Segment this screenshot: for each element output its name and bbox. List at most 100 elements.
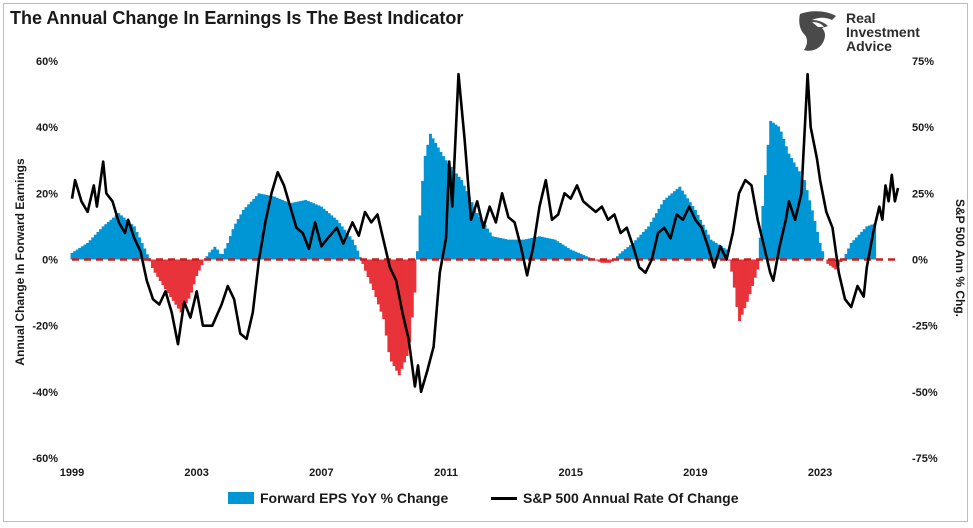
eps-bar: [460, 180, 464, 260]
eps-bar: [330, 215, 334, 260]
eps-bar: [844, 253, 848, 260]
eps-bar: [865, 226, 869, 260]
eps-bar: [169, 259, 173, 297]
eps-bar: [852, 240, 856, 260]
eps-bar: [361, 259, 365, 264]
eps-bar: [756, 259, 760, 270]
x-tick-label: 1999: [60, 467, 84, 479]
eps-bar: [353, 245, 357, 260]
eps-bar: [392, 259, 396, 367]
eps-bar: [867, 225, 871, 260]
eps-bar: [345, 233, 349, 260]
eps-bar: [117, 213, 121, 260]
eps-bar: [109, 219, 113, 260]
eps-bar: [402, 259, 406, 363]
eps-bar: [748, 259, 752, 295]
eps-bar: [540, 236, 544, 260]
eps-bar: [761, 206, 765, 260]
eps-bar: [366, 259, 370, 278]
eps-bar: [808, 200, 812, 260]
eps-bar: [522, 239, 526, 260]
x-tick-label: 2011: [434, 467, 458, 479]
eps-bar: [665, 197, 669, 260]
eps-bar: [213, 246, 217, 260]
logo: Real Investment Advice: [796, 8, 946, 56]
eps-bar: [236, 219, 240, 260]
eps-bar: [179, 259, 183, 313]
eps-bar: [88, 240, 92, 260]
eps-bar: [566, 247, 570, 260]
eps-bar: [821, 251, 825, 260]
eps-bar: [288, 203, 292, 260]
eps-bar: [275, 197, 279, 260]
eps-bar: [712, 241, 716, 260]
eps-bar: [605, 259, 609, 263]
chart-title: The Annual Change In Earnings Is The Bes…: [10, 8, 464, 28]
eps-bar: [161, 259, 165, 286]
eps-bar: [745, 259, 749, 302]
eps-bar: [504, 239, 508, 260]
eps-bar: [171, 259, 175, 301]
y2-axis-label: S&P 500 Ann % Chg.: [953, 199, 967, 317]
eps-bar: [634, 240, 638, 260]
eps-bar: [506, 239, 510, 260]
eps-bar: [636, 237, 640, 260]
eps-bar: [127, 222, 131, 260]
eps-bar: [800, 175, 804, 260]
eps-bar: [140, 242, 144, 260]
eps-bar: [538, 236, 542, 260]
eps-bar: [815, 231, 819, 260]
eps-bar: [854, 237, 858, 260]
eps-bar: [771, 122, 775, 260]
eps-bar: [210, 249, 214, 260]
eps-bar: [356, 250, 360, 260]
eps-bar: [273, 196, 277, 260]
eps-bar: [595, 259, 599, 261]
eps-bar: [239, 214, 243, 260]
eps-bar: [374, 259, 378, 297]
eps-bar: [454, 173, 458, 260]
eps-bar: [257, 193, 261, 260]
eps-bar: [517, 239, 521, 260]
eps-bar: [561, 244, 565, 260]
eps-bar: [873, 223, 877, 260]
logo-line-1: Real: [846, 10, 876, 26]
eps-bar: [470, 202, 474, 260]
eps-bar: [577, 252, 581, 260]
eps-bar: [644, 229, 648, 260]
eps-bar: [639, 234, 643, 260]
eps-bar: [267, 195, 271, 260]
eps-bar: [280, 199, 284, 260]
eps-bar: [543, 237, 547, 260]
eps-bar: [735, 259, 739, 307]
eps-bar: [753, 259, 757, 278]
eps-bar: [75, 249, 79, 260]
eps-bar: [319, 206, 323, 260]
eps-bar: [548, 238, 552, 260]
eps-bar: [215, 249, 219, 260]
eps-bar: [805, 190, 809, 260]
eps-bar: [802, 180, 806, 260]
axis-layer: 60% 40% 20% 0% -20% -40% -60% 75% 50% 25% 0% -25% -5…: [32, 56, 938, 479]
eps-bar: [810, 210, 814, 260]
eps-bar: [551, 239, 555, 260]
eps-bar: [114, 215, 118, 260]
eps-bar: [769, 120, 773, 260]
eps-bar: [174, 259, 178, 305]
eps-bar: [597, 259, 601, 262]
eps-bar: [431, 138, 435, 260]
eps-bar: [608, 259, 612, 263]
eps-bar: [314, 204, 318, 260]
logo-line-2: Investment: [846, 24, 920, 40]
eps-bar: [228, 236, 232, 260]
y-tick-label: -40%: [32, 387, 58, 399]
eps-bar: [119, 215, 123, 260]
eps-bar: [574, 251, 578, 260]
eps-bar: [678, 186, 682, 260]
eps-bar: [151, 259, 155, 269]
eps-bar: [452, 170, 456, 260]
eps-bar: [410, 259, 414, 318]
eps-bar: [696, 214, 700, 260]
y2-tick-label: 50%: [912, 122, 934, 134]
